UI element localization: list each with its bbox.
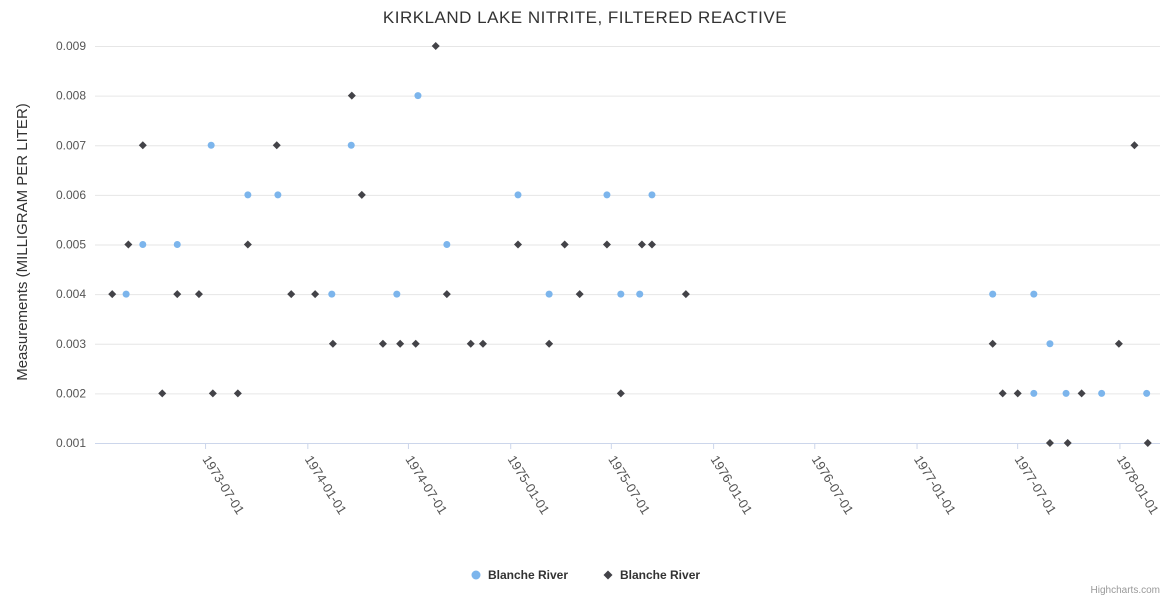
y-tick-label: 0.005: [56, 238, 86, 252]
y-tick-label: 0.003: [56, 337, 86, 351]
highcharts-credit[interactable]: Highcharts.com: [1090, 585, 1160, 596]
x-tick-label: 1975-01-01: [505, 453, 553, 517]
y-tick-label: 0.009: [56, 39, 86, 53]
data-point-series-1[interactable]: [636, 290, 644, 298]
legend-item-blanche-river-1[interactable]: Blanche River: [470, 568, 568, 582]
data-point-series-1[interactable]: [1046, 340, 1054, 348]
data-point-series-2[interactable]: [616, 389, 625, 398]
data-point-series-1[interactable]: [1143, 389, 1151, 397]
data-point-series-2[interactable]: [411, 339, 420, 348]
data-point-series-1[interactable]: [173, 241, 181, 248]
x-tick-label: 1973-07-01: [200, 453, 248, 517]
y-tick-label: 0.007: [56, 138, 86, 152]
data-point-series-1[interactable]: [207, 141, 215, 149]
data-point-series-1[interactable]: [393, 290, 401, 298]
data-point-series-1[interactable]: [244, 191, 252, 199]
data-point-series-1[interactable]: [1098, 389, 1106, 397]
y-tick-label: 0.002: [56, 386, 86, 400]
x-tick-label: 1976-01-01: [708, 453, 756, 517]
legend-item-blanche-river-2[interactable]: Blanche River: [602, 568, 700, 582]
data-point-series-2[interactable]: [431, 42, 440, 50]
data-point-series-2[interactable]: [233, 389, 242, 398]
data-point-series-1[interactable]: [347, 141, 355, 149]
data-point-series-2[interactable]: [1013, 389, 1022, 398]
data-point-series-1[interactable]: [274, 191, 282, 199]
data-point-series-2[interactable]: [988, 339, 997, 348]
data-point-series-1[interactable]: [443, 241, 451, 248]
data-point-series-2[interactable]: [208, 389, 217, 398]
data-point-series-1[interactable]: [1062, 389, 1070, 397]
diamond-marker-icon: [603, 570, 613, 580]
data-point-series-2[interactable]: [311, 290, 320, 299]
data-point-series-2[interactable]: [124, 240, 133, 249]
data-point-series-2[interactable]: [560, 240, 569, 249]
x-tick-label: 1975-07-01: [605, 453, 653, 517]
data-point-series-2[interactable]: [328, 339, 337, 348]
data-point-series-2[interactable]: [637, 240, 646, 249]
x-tick-label: 1977-01-01: [911, 453, 959, 517]
data-point-series-2[interactable]: [1077, 389, 1086, 398]
data-point-series-1[interactable]: [648, 191, 656, 199]
x-tick-label: 1974-01-01: [302, 453, 350, 517]
data-point-series-1[interactable]: [514, 191, 522, 199]
data-point-series-1[interactable]: [414, 92, 422, 100]
data-point-series-2[interactable]: [1114, 339, 1123, 348]
x-tick-label: 1976-07-01: [809, 453, 857, 517]
data-point-series-1[interactable]: [122, 290, 130, 298]
data-point-series-1[interactable]: [603, 191, 611, 199]
data-point-series-1[interactable]: [617, 290, 625, 298]
data-point-series-1[interactable]: [328, 290, 336, 298]
y-tick-label: 0.001: [56, 436, 86, 450]
data-point-series-2[interactable]: [272, 141, 281, 150]
legend-label: Blanche River: [620, 568, 701, 582]
data-point-series-2[interactable]: [138, 141, 147, 150]
data-point-series-1[interactable]: [989, 290, 997, 298]
scatter-plot: 0.001 0.002 0.003 0.004 0.005 0.006 0.007 0.008…: [56, 39, 1162, 517]
x-tick-label: 1974-07-01: [402, 453, 450, 517]
data-point-series-2[interactable]: [575, 290, 584, 299]
data-point-series-2[interactable]: [357, 190, 366, 199]
data-point-series-2[interactable]: [513, 240, 522, 249]
data-point-series-2[interactable]: [108, 290, 117, 299]
y-tick-label: 0.006: [56, 188, 86, 202]
data-point-series-2[interactable]: [378, 339, 387, 348]
legend-label: Blanche River: [487, 568, 568, 582]
data-point-series-2[interactable]: [1063, 439, 1072, 447]
data-point-series-2[interactable]: [545, 339, 554, 348]
data-point-series-2[interactable]: [1130, 141, 1139, 150]
data-point-series-1[interactable]: [545, 290, 553, 298]
y-tick-label: 0.008: [56, 89, 86, 103]
y-tick-label: 0.004: [56, 287, 86, 301]
legend: Blanche River Blanche River: [0, 568, 1170, 582]
x-tick-label: 1978-01-01: [1114, 453, 1162, 517]
data-point-series-2[interactable]: [1143, 439, 1152, 447]
data-point-series-2[interactable]: [158, 389, 167, 398]
data-point-series-2[interactable]: [194, 290, 203, 299]
data-point-series-2[interactable]: [602, 240, 611, 249]
data-point-series-2[interactable]: [478, 339, 487, 348]
data-point-series-1[interactable]: [1030, 290, 1038, 298]
data-point-series-2[interactable]: [1045, 439, 1054, 447]
data-point-series-2[interactable]: [287, 290, 296, 299]
data-point-series-2[interactable]: [396, 339, 405, 348]
data-point-series-2[interactable]: [442, 290, 451, 299]
circle-marker-icon: [471, 570, 481, 580]
data-point-series-1[interactable]: [139, 241, 147, 248]
data-point-series-2[interactable]: [243, 240, 252, 249]
chart-title: KIRKLAND LAKE NITRITE, FILTERED REACTIVE: [382, 8, 788, 27]
data-point-series-2[interactable]: [647, 240, 656, 249]
data-point-series-2[interactable]: [347, 91, 356, 100]
data-point-series-2[interactable]: [466, 339, 475, 348]
x-tick-label: 1977-07-01: [1012, 453, 1060, 517]
data-point-series-2[interactable]: [998, 389, 1007, 398]
data-point-series-2[interactable]: [173, 290, 182, 299]
data-point-series-2[interactable]: [681, 290, 690, 299]
data-point-series-1[interactable]: [1030, 389, 1038, 397]
